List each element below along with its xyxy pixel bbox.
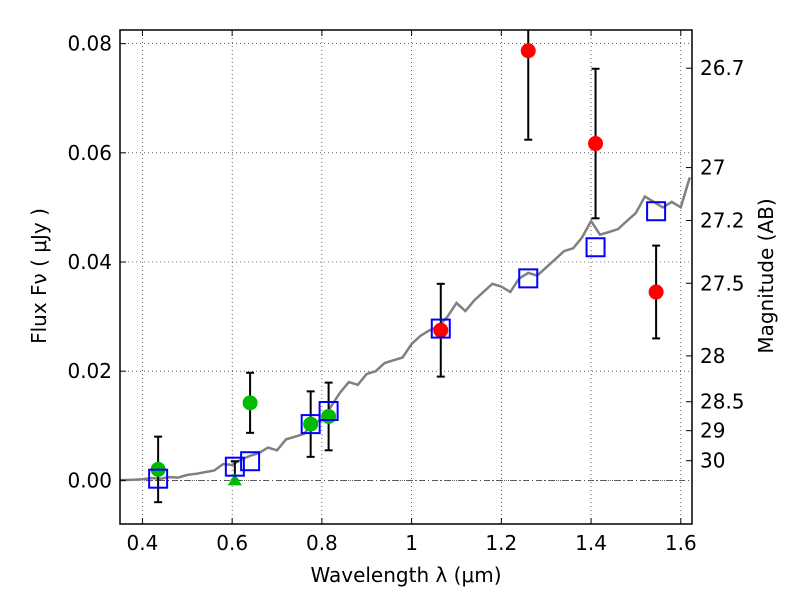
x-tick-label: 1.4: [575, 531, 607, 555]
y-axis-label: Flux Fν ( μJy ): [27, 208, 51, 344]
green-triangle-point: [227, 473, 242, 486]
green-data-point: [303, 416, 319, 432]
right-tick-label: 27: [700, 156, 725, 180]
red-data-point: [588, 136, 604, 152]
grid-layer: [120, 30, 692, 524]
blue-model-square: [585, 237, 606, 258]
green-data-point: [321, 408, 337, 424]
red-data-point: [520, 43, 536, 59]
blue-model-square: [148, 468, 169, 489]
blue-model-square: [430, 318, 451, 339]
x-tick-label: 1.6: [665, 531, 697, 555]
right-tick-label: 27.5: [700, 271, 745, 295]
blue-model-square: [240, 451, 261, 472]
x-tick-label: 0.6: [216, 531, 248, 555]
green-data-point: [242, 395, 258, 411]
right-tick-label: 28.5: [700, 390, 745, 414]
blue-model-square: [224, 456, 245, 477]
plot-frame: [119, 29, 693, 525]
right-tick-label: 28: [700, 344, 725, 368]
x-axis-label: Wavelength λ (μm): [310, 563, 501, 587]
y-tick-label: 0.04: [67, 250, 112, 274]
x-tick-label: 1.2: [485, 531, 517, 555]
right-tick-label: 30: [700, 449, 725, 473]
red-data-point: [433, 322, 449, 338]
blue-model-square: [518, 268, 539, 289]
x-tick-label: 1: [405, 531, 418, 555]
right-tick-label: 27.2: [700, 209, 745, 233]
blue-model-square: [646, 201, 667, 222]
x-tick-label: 0.4: [127, 531, 159, 555]
y-tick-label: 0.02: [67, 359, 112, 383]
y-tick-label: 0.00: [67, 468, 112, 492]
model-curve-layer: [119, 177, 691, 482]
y-tick-label: 0.06: [67, 141, 112, 165]
red-data-point: [648, 284, 664, 300]
blue-model-square: [300, 414, 321, 435]
blue-model-square: [318, 401, 339, 422]
x-tick-label: 0.8: [306, 531, 338, 555]
right-axis-label: Magnitude (AB): [754, 198, 778, 353]
model-curve-line: [119, 177, 691, 482]
right-tick-label: 26.7: [700, 56, 745, 80]
marker-layer: [148, 30, 667, 504]
tick-layer: 0.4 0.6 0.8 1 1.2 1.4 1.6 0.00 0.02 0.04 0.06 0.08 2…: [67, 30, 745, 555]
y-tick-label: 0.08: [67, 32, 112, 56]
right-tick-label: 29: [700, 419, 725, 443]
